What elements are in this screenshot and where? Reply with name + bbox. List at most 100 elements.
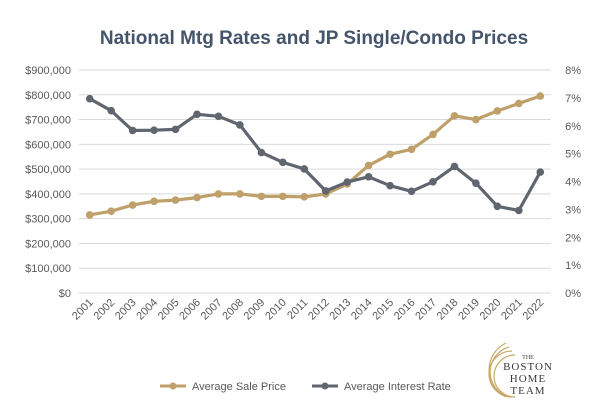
x-tick-label: 2015 [370,297,396,323]
x-tick-label: 2008 [220,297,246,323]
data-point [193,193,201,202]
data-point [493,107,502,115]
right-axis-ticks: 0% 1% 2% 3% 4% 5% 6% 7% 8% [565,65,581,300]
left-tick-label: $100,000 [25,263,71,275]
data-point [107,106,115,115]
data-point [321,187,330,195]
x-tick-label: 2012 [306,297,332,323]
data-point [343,178,351,186]
data-point [536,168,545,176]
data-point [493,202,502,211]
series-average-interest-rate [85,94,545,215]
data-point [515,206,523,215]
left-tick-label: $400,000 [25,189,71,201]
x-tick-label: 2005 [156,297,182,323]
right-tick-label: 4% [565,177,581,189]
x-tick-label: 2007 [199,297,225,323]
left-tick-label: $800,000 [25,90,71,102]
data-point [214,190,223,198]
x-tick-label: 2006 [177,297,203,323]
data-point [171,125,180,134]
data-point [279,192,287,201]
x-tick-label: 2017 [413,297,439,323]
x-tick-label: 2003 [113,297,139,323]
left-tick-label: $200,000 [25,238,71,250]
data-point [450,162,459,171]
right-tick-label: 7% [565,93,581,105]
right-tick-label: 0% [565,288,581,300]
data-point [107,207,115,216]
boston-home-team-logo: THE BOSTON HOME TEAM [488,342,553,398]
logo-line-2: BOSTON [503,361,553,373]
right-tick-label: 5% [565,149,581,161]
data-point [214,112,223,121]
series-line [88,97,542,213]
right-tick-label: 2% [565,232,581,244]
data-point [257,192,266,201]
left-tick-label: $900,000 [25,65,71,77]
chart-title: National Mtg Rates and JP Single/Condo P… [100,28,528,49]
legend-item: Average Interest Rate [312,381,451,393]
data-point [472,179,480,187]
logo-arcs-icon [488,342,516,398]
x-tick-label: 2019 [456,297,482,323]
x-tick-label: 2011 [285,297,310,322]
x-tick-label: 2013 [328,297,354,323]
data-point [171,196,180,204]
x-tick-label: 2021 [499,297,525,323]
legend-item: Average Sale Price [160,381,286,393]
data-point [407,187,416,196]
data-point [364,172,373,181]
logo-line-3: HOME [510,373,546,385]
series-layer [85,92,545,219]
right-tick-label: 1% [565,260,581,272]
x-tick-label: 2014 [349,297,375,323]
data-point [386,150,394,159]
x-tick-label: 2022 [521,297,547,323]
series-average-sale-price [85,92,545,219]
data-point [257,148,266,157]
data-point [128,201,137,209]
left-tick-label: $300,000 [25,214,71,226]
data-point [85,94,94,103]
data-point [85,211,94,219]
left-tick-label: $0 [59,288,71,300]
data-point [407,145,416,154]
right-tick-label: 8% [565,65,581,77]
legend-label: Average Interest Rate [344,381,451,393]
legend: Average Sale Price Average Interest Rate [160,381,451,393]
left-tick-label: $500,000 [25,164,71,176]
x-tick-label: 2020 [478,297,504,323]
data-point [236,190,244,198]
x-tick-label: 2004 [134,297,160,323]
x-tick-label: 2001 [70,297,96,323]
data-point [450,112,459,120]
data-point [128,126,137,135]
x-tick-label: 2016 [392,297,418,323]
x-tick-label: 2002 [92,297,118,323]
data-point [150,197,158,206]
data-point [472,115,480,124]
left-axis-ticks: $0 $100,000 $200,000 $300,000 $400,000 $500,0… [25,65,71,300]
left-tick-label: $600,000 [25,139,71,151]
data-point [429,130,437,139]
data-point [300,193,309,201]
series-line [89,94,541,217]
left-tick-label: $700,000 [25,115,71,127]
right-tick-label: 6% [565,121,581,133]
logo-line-1: THE [522,355,534,361]
x-tick-label: 2018 [435,297,461,323]
data-point [364,161,373,170]
right-tick-label: 3% [565,204,581,216]
data-point [150,126,158,135]
x-tick-label: 2009 [242,297,268,323]
x-axis-ticks: 2001200220032004200520062007200820092010… [70,297,546,323]
legend-marker [169,382,177,390]
logo-line-4: TEAM [510,385,545,397]
data-point [300,165,309,173]
data-point [515,99,523,108]
data-point [279,158,287,167]
x-tick-label: 2010 [263,297,289,323]
data-point [236,121,244,129]
